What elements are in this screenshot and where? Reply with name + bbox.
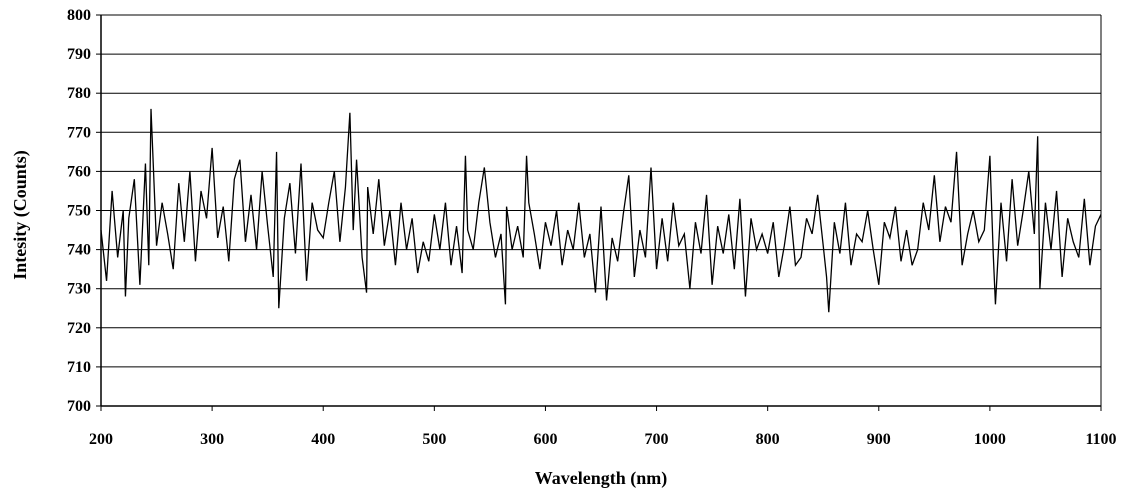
- y-tick-label: 770: [67, 124, 91, 141]
- y-tick-labels: 700 710 720 730 740 750 760 770 780 790 800: [67, 7, 91, 415]
- x-tick-label: 1100: [1085, 431, 1116, 448]
- y-tick-label: 780: [67, 85, 91, 102]
- x-tick-label: 1000: [974, 431, 1006, 448]
- x-tick-label: 900: [867, 431, 891, 448]
- x-tick-label: 200: [89, 431, 113, 448]
- y-tick-label: 720: [67, 320, 91, 337]
- x-tick-labels: 200 300 400 500 600 700 800 900 1000 1100: [89, 431, 1117, 448]
- y-tick-label: 760: [67, 163, 91, 180]
- y-axis-title: Intesity (Counts): [10, 150, 31, 280]
- x-tick-label: 300: [200, 431, 224, 448]
- y-tick-label: 790: [67, 46, 91, 63]
- x-tick-label: 500: [422, 431, 446, 448]
- y-tick-label: 740: [67, 242, 91, 259]
- y-tick-label: 710: [67, 359, 91, 376]
- y-tick-label: 800: [67, 7, 91, 24]
- intensity-series-line: [100, 108, 1102, 313]
- y-tick-label: 730: [67, 281, 91, 298]
- y-tick-label: 700: [67, 398, 91, 415]
- x-tick-label: 400: [311, 431, 335, 448]
- x-axis-title: Wavelength (nm): [535, 468, 668, 489]
- x-tick-label: 800: [756, 431, 780, 448]
- series-layer: [100, 108, 1102, 313]
- axes: [96, 14, 1102, 411]
- x-tick-label: 600: [533, 431, 557, 448]
- y-tick-label: 750: [67, 203, 91, 220]
- x-tick-label: 700: [645, 431, 669, 448]
